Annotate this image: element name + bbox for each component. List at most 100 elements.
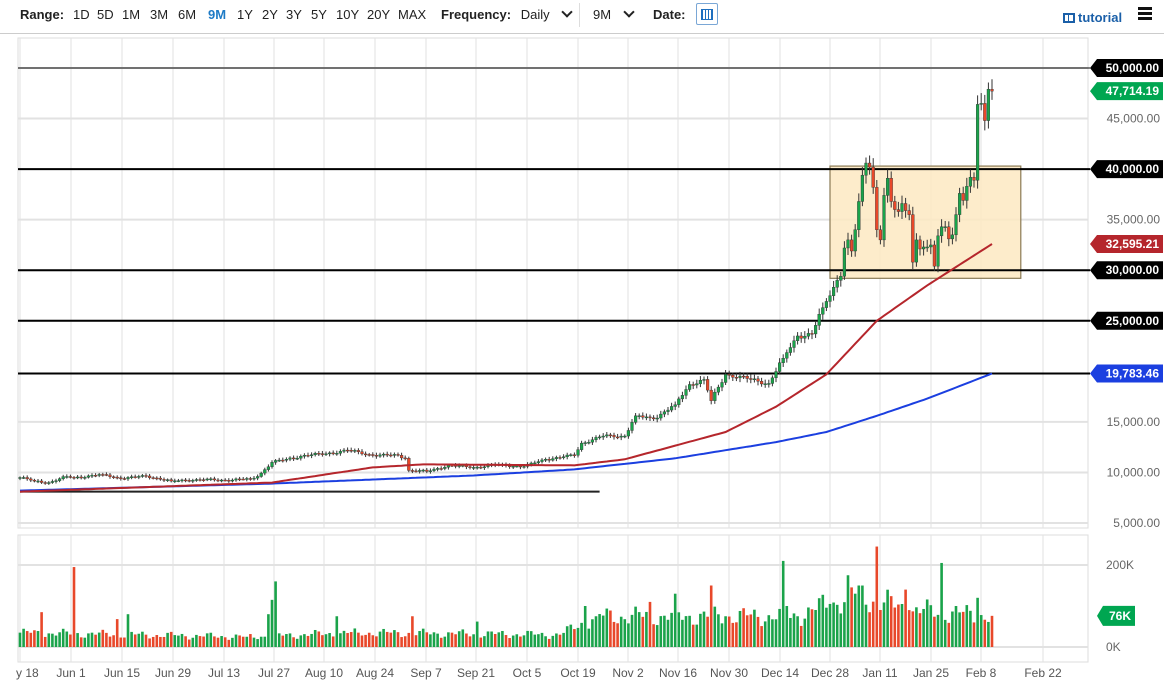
candle [670, 406, 674, 411]
volume-bar [436, 633, 439, 647]
candle [234, 478, 238, 481]
range-10y[interactable]: 10Y [336, 7, 360, 22]
volume-bar [357, 632, 360, 647]
candle [396, 454, 400, 456]
candle [950, 234, 954, 240]
volume-bar [616, 623, 619, 647]
calendar-icon[interactable] [696, 3, 718, 25]
volume-bar [267, 614, 270, 647]
candle [137, 476, 141, 478]
volume-bar [598, 614, 601, 647]
candle [104, 474, 108, 476]
volume-bar [61, 628, 65, 647]
range-max[interactable]: MAX [398, 7, 427, 22]
volume-bar [619, 616, 623, 647]
volume-bar [573, 629, 576, 647]
volume-bar [663, 615, 666, 647]
volume-bar [792, 613, 796, 647]
frequency-dropdown[interactable]: Frequency: Daily [441, 6, 573, 22]
candle [756, 378, 760, 382]
candle [472, 467, 476, 469]
candle [702, 379, 706, 381]
volume-bar [252, 637, 256, 647]
tutorial-link[interactable]: tutorial [1063, 10, 1122, 25]
volume-bar [645, 611, 648, 647]
volume-bar [303, 634, 306, 647]
candle [97, 474, 101, 476]
candle [875, 187, 879, 230]
range-20y[interactable]: 20Y [367, 7, 391, 22]
candle [446, 465, 450, 468]
candle [18, 477, 22, 479]
volume-bar [349, 632, 353, 647]
candle [745, 376, 749, 379]
candle [266, 466, 270, 470]
volume-bar [810, 609, 814, 647]
volume-bar [979, 615, 983, 647]
candle [292, 457, 296, 460]
candle [547, 459, 551, 461]
candle [932, 244, 936, 267]
range-3y[interactable]: 3Y [286, 7, 302, 22]
range-1d[interactable]: 1D [73, 7, 90, 22]
candle [338, 451, 342, 454]
range-2y[interactable]: 2Y [262, 7, 278, 22]
volume-bar [292, 637, 295, 647]
candle [212, 478, 216, 481]
range-6m[interactable]: 6M [178, 7, 197, 22]
candle [457, 465, 461, 467]
volume-bar [173, 635, 177, 647]
volume-bar [277, 633, 281, 647]
candle [328, 452, 332, 455]
volume-bar [565, 626, 569, 647]
hamburger-menu-icon[interactable] [1138, 7, 1152, 22]
period-dropdown[interactable]: 9M [593, 6, 635, 22]
volume-bar [51, 633, 54, 647]
candle [986, 89, 990, 121]
volume-bar [123, 637, 126, 647]
volume-bar [241, 636, 245, 647]
volume-bar [717, 614, 720, 647]
range-9m[interactable]: 9M [208, 7, 227, 22]
candle [216, 479, 220, 482]
candle [608, 434, 612, 437]
candle [947, 226, 951, 240]
volume-bar [105, 632, 108, 647]
volume-bar [850, 587, 853, 647]
volume-bar [475, 621, 479, 647]
volume-tick-label: 0K [1106, 640, 1121, 654]
volume-bar [699, 613, 702, 647]
range-1m[interactable]: 1M [122, 7, 141, 22]
candle [165, 479, 170, 481]
volume-bar [857, 585, 861, 647]
candle [954, 214, 958, 236]
candle [147, 475, 152, 478]
candle [536, 461, 540, 464]
tutorial-label: tutorial [1078, 10, 1123, 25]
volume-bar [814, 609, 817, 647]
candle [22, 477, 26, 479]
price-tag-label: 25,000.00 [1106, 314, 1160, 328]
divider [579, 3, 580, 27]
range-3m[interactable]: 3M [150, 7, 169, 22]
candle [241, 478, 245, 481]
volume-bar [627, 623, 630, 647]
price-panel [17, 37, 1089, 529]
candle [522, 466, 526, 468]
range-5y[interactable]: 5Y [311, 7, 327, 22]
range-1y[interactable]: 1Y [237, 7, 253, 22]
volume-bar [432, 632, 436, 647]
x-tick-label: Jan 11 [862, 666, 897, 680]
volume-bar [360, 635, 364, 647]
volume-bar [249, 634, 252, 647]
volume-bar [205, 633, 209, 647]
candle [263, 469, 267, 474]
volume-bar [468, 636, 472, 647]
candle [572, 454, 576, 456]
candle [868, 162, 872, 168]
candle [418, 470, 422, 472]
candle [648, 416, 652, 419]
candle [223, 479, 227, 482]
range-5d[interactable]: 5D [97, 7, 114, 22]
